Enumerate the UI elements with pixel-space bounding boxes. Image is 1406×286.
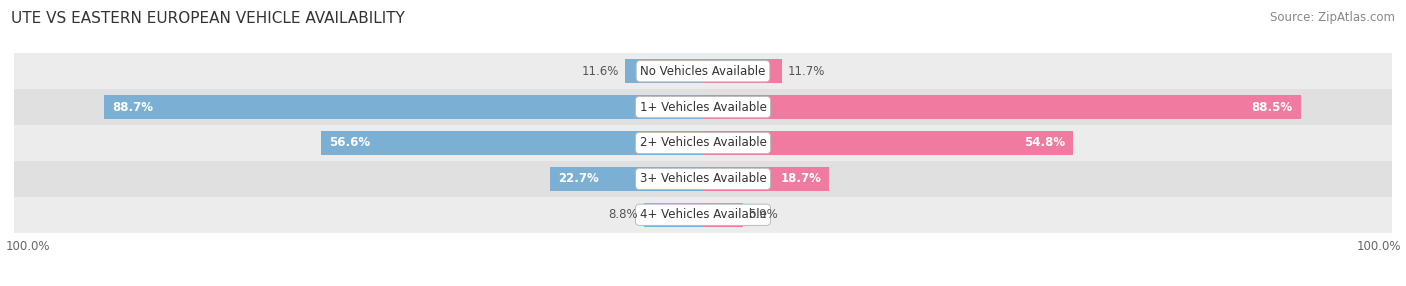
Bar xyxy=(14,89,1392,125)
Text: 11.6%: 11.6% xyxy=(582,65,619,78)
Text: 8.8%: 8.8% xyxy=(609,208,638,221)
Bar xyxy=(703,131,1073,155)
Text: 18.7%: 18.7% xyxy=(780,172,821,185)
Bar xyxy=(703,167,830,191)
Text: Source: ZipAtlas.com: Source: ZipAtlas.com xyxy=(1270,11,1395,24)
Text: 22.7%: 22.7% xyxy=(558,172,599,185)
Text: 54.8%: 54.8% xyxy=(1024,136,1064,150)
Text: 5.9%: 5.9% xyxy=(748,208,778,221)
Bar xyxy=(104,95,703,119)
Text: UTE VS EASTERN EUROPEAN VEHICLE AVAILABILITY: UTE VS EASTERN EUROPEAN VEHICLE AVAILABI… xyxy=(11,11,405,26)
Text: 2+ Vehicles Available: 2+ Vehicles Available xyxy=(640,136,766,150)
Bar xyxy=(550,167,703,191)
Bar xyxy=(703,202,742,227)
Bar xyxy=(644,202,703,227)
Bar xyxy=(703,59,782,84)
Text: 88.5%: 88.5% xyxy=(1251,101,1292,114)
Text: 1+ Vehicles Available: 1+ Vehicles Available xyxy=(640,101,766,114)
Text: No Vehicles Available: No Vehicles Available xyxy=(640,65,766,78)
Text: 4+ Vehicles Available: 4+ Vehicles Available xyxy=(640,208,766,221)
Text: 56.6%: 56.6% xyxy=(329,136,370,150)
Bar xyxy=(14,125,1392,161)
Bar xyxy=(14,197,1392,233)
Text: 3+ Vehicles Available: 3+ Vehicles Available xyxy=(640,172,766,185)
Text: 88.7%: 88.7% xyxy=(112,101,153,114)
Bar xyxy=(624,59,703,84)
Bar xyxy=(14,161,1392,197)
Bar xyxy=(321,131,703,155)
Bar xyxy=(703,95,1301,119)
Text: 11.7%: 11.7% xyxy=(787,65,825,78)
Bar xyxy=(14,53,1392,89)
